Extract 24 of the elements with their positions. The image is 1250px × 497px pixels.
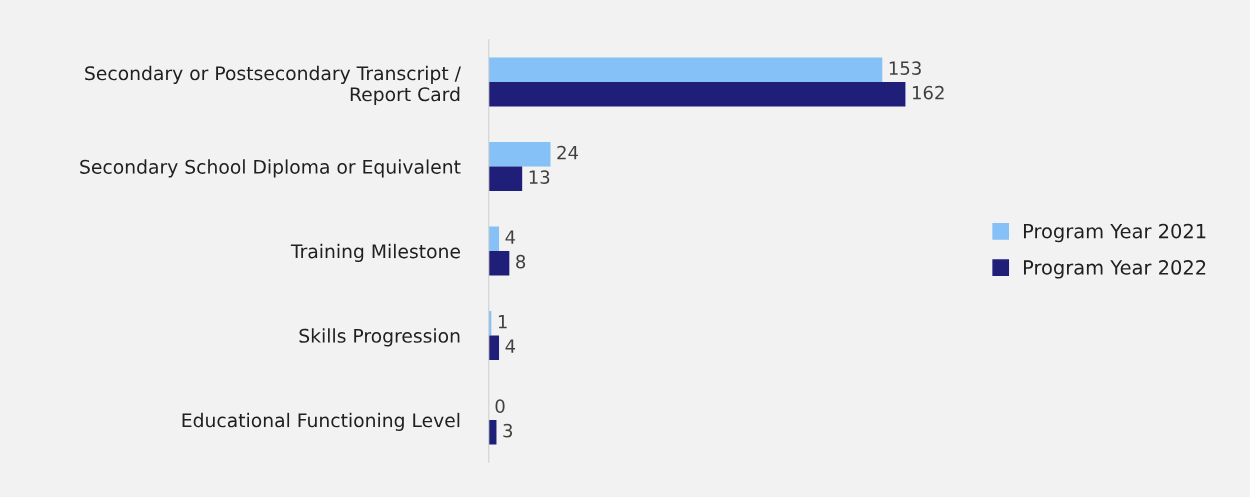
bar <box>488 82 906 107</box>
data-label: 0 <box>495 399 505 413</box>
y-tick-label: Secondary or Postsecondary Transcript / Report Card <box>85 65 461 105</box>
bar <box>488 335 500 360</box>
bar <box>488 226 500 251</box>
data-label: 162 <box>912 85 944 100</box>
legend-label: Program Year 2021 <box>1023 223 1206 243</box>
y-tick-label: Educational Functioning Level <box>182 412 460 431</box>
y-tick-label: Training Milestone <box>290 243 460 263</box>
y-tick-label: Secondary School Diploma or Equivalent <box>80 159 461 178</box>
data-label: 1 <box>498 315 507 329</box>
data-label: 4 <box>505 230 516 244</box>
legend-label: Program Year 2022 <box>1023 260 1206 279</box>
bar <box>488 141 551 167</box>
data-label: 8 <box>516 254 526 269</box>
data-label: 13 <box>529 170 550 184</box>
bar <box>488 57 883 83</box>
data-label: 3 <box>503 423 513 438</box>
y-tick-label: Skills Progression <box>299 328 460 347</box>
data-label: 24 <box>557 145 578 160</box>
data-label: 153 <box>889 61 921 75</box>
data-label: 4 <box>505 339 516 353</box>
bar <box>488 250 510 276</box>
bar <box>488 166 523 191</box>
